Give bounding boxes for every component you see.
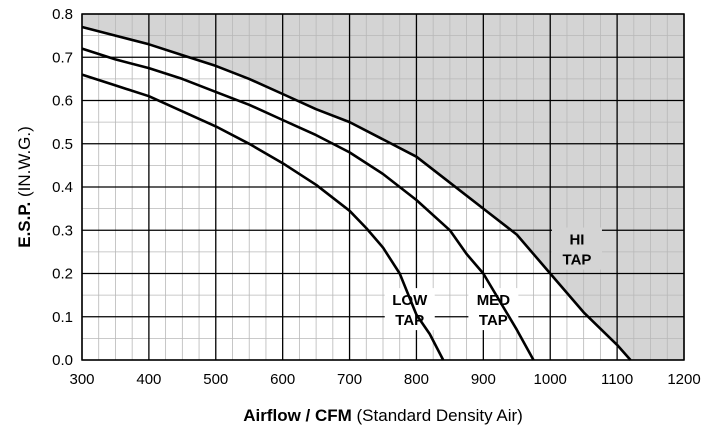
x-tick-label: 300 xyxy=(69,371,94,388)
x-tick-label: 1000 xyxy=(534,371,567,388)
curve-labels: LOW TAP MED TAP HI TAP xyxy=(392,232,591,330)
x-tick-labels: 300 400 500 600 700 800 900 1000 1100 1200 xyxy=(69,371,700,388)
x-tick-label: 1100 xyxy=(601,371,633,388)
x-axis-title-main: Airflow / CFM xyxy=(243,406,352,425)
performance-curves xyxy=(81,25,632,361)
y-tick-label: 0.6 xyxy=(52,93,73,110)
y-tick-label: 0.5 xyxy=(52,136,73,153)
x-tick-label: 600 xyxy=(270,371,295,388)
y-axis-title-detail: (IN.W.G.) xyxy=(15,126,34,202)
y-tick-label: 0.4 xyxy=(52,179,73,196)
curve-label-line: MED xyxy=(477,292,511,309)
y-tick-labels: 0.0 0.1 0.2 0.3 0.4 0.5 0.6 0.7 0.8 xyxy=(52,6,73,369)
curve-label-bg xyxy=(551,227,602,270)
curve-label-line: TAP xyxy=(563,252,592,269)
x-tick-label: 800 xyxy=(404,371,429,388)
x-tick-label: 1200 xyxy=(667,371,700,388)
x-tick-label: 400 xyxy=(136,371,161,388)
y-tick-label: 0.2 xyxy=(52,266,73,283)
curve-med-tap xyxy=(81,47,535,361)
y-tick-label: 0.1 xyxy=(52,309,73,326)
x-tick-label: 900 xyxy=(471,371,496,388)
y-axis-title-main: E.S.P. xyxy=(15,202,34,248)
curve-hi-tap xyxy=(81,25,632,361)
curve-label-bg xyxy=(468,288,519,331)
x-tick-label: 500 xyxy=(203,371,228,388)
x-axis-title: Airflow / CFM (Standard Density Air) xyxy=(243,406,523,425)
y-tick-label: 0.0 xyxy=(52,352,73,369)
curve-label-line: TAP xyxy=(395,312,424,329)
y-tick-label: 0.7 xyxy=(52,49,73,66)
curve-low-tap xyxy=(81,73,445,361)
y-axis-title: E.S.P. (IN.W.G.) xyxy=(15,126,34,248)
curve-label-line: HI xyxy=(569,232,584,249)
plot-frame xyxy=(81,13,685,361)
x-tick-label: 700 xyxy=(337,371,362,388)
y-tick-label: 0.3 xyxy=(52,222,73,239)
curve-label-line: LOW xyxy=(392,292,428,309)
curve-label-line: TAP xyxy=(479,312,508,329)
x-axis-title-detail: (Standard Density Air) xyxy=(352,406,523,425)
y-tick-label: 0.8 xyxy=(52,6,73,23)
